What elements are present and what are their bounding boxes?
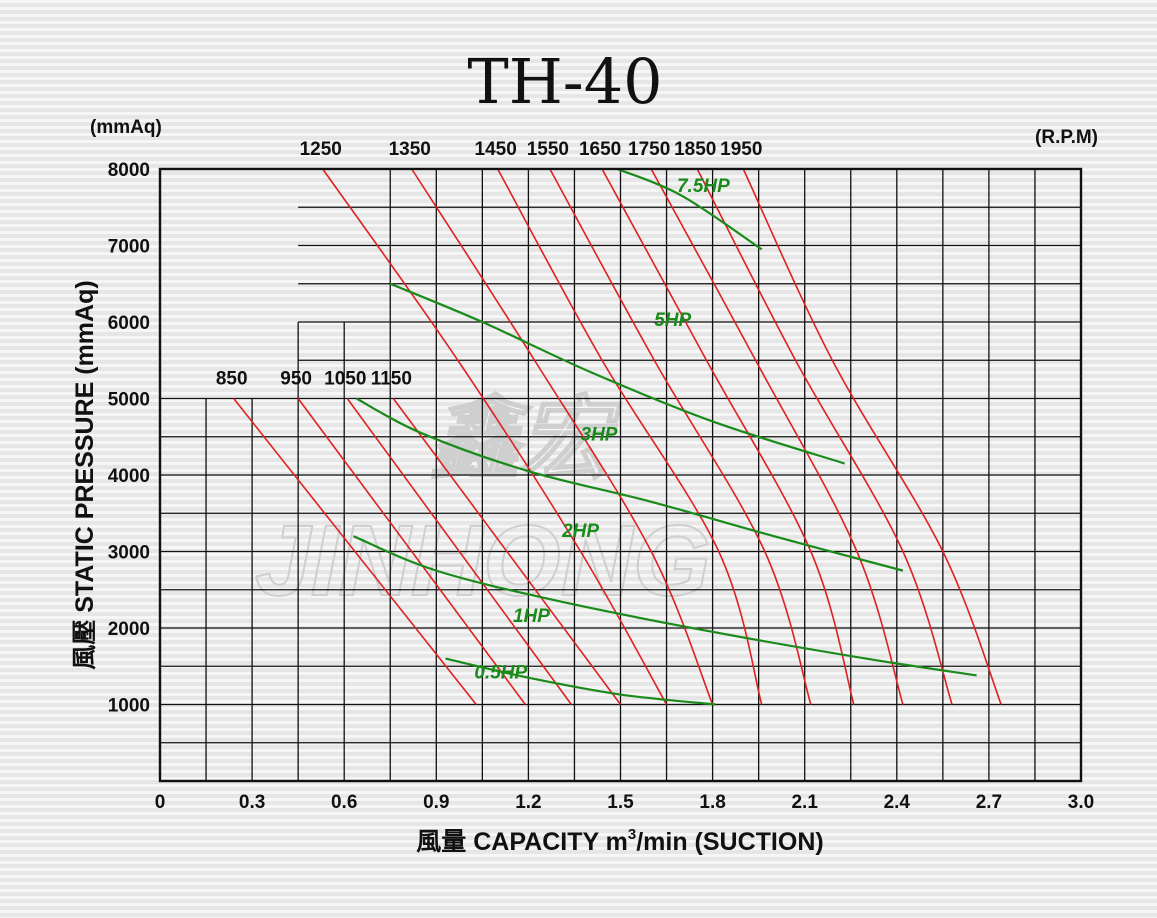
rpm-curve-1050 bbox=[346, 398, 573, 705]
rpm-curve-850 bbox=[233, 398, 477, 705]
rpm-label-1750: 1750 bbox=[628, 139, 670, 160]
x-tick-label: 0.3 bbox=[239, 792, 265, 813]
rpm-label-1250: 1250 bbox=[300, 139, 342, 160]
x-tick-label: 1.2 bbox=[515, 792, 541, 813]
x-tick-label: 0 bbox=[155, 792, 166, 813]
x-tick-label: 2.1 bbox=[791, 792, 818, 813]
rpm-label-850: 850 bbox=[216, 369, 248, 390]
y-tick-label: 7000 bbox=[108, 237, 150, 258]
rpm-label-1050: 1050 bbox=[324, 369, 366, 390]
x-tick-label: 0.9 bbox=[423, 792, 449, 813]
rpm-label-1950: 1950 bbox=[720, 139, 762, 160]
rpm-curve-950 bbox=[297, 398, 526, 705]
rpm-labels: 850 950 1050 1150 1250 1350 1450 1550 1650 1750 18… bbox=[216, 139, 763, 390]
rpm-label-1850: 1850 bbox=[674, 139, 716, 160]
hp-label-5HP: 5HP bbox=[654, 310, 691, 331]
rpm-label-1450: 1450 bbox=[475, 139, 517, 160]
y-tick-label: 8000 bbox=[108, 160, 150, 181]
hp-label-0_5HP: 0.5HP bbox=[474, 662, 527, 683]
hp-label-3HP: 3HP bbox=[581, 425, 618, 446]
hp-curve-1HP bbox=[445, 657, 716, 706]
rpm-curve-1350 bbox=[411, 168, 714, 705]
rpm-label-1550: 1550 bbox=[527, 139, 569, 160]
y-tick-label: 6000 bbox=[108, 313, 150, 334]
hp-curves bbox=[352, 167, 977, 706]
rpm-curve-1150 bbox=[392, 398, 622, 705]
rpm-curve-1650 bbox=[601, 168, 855, 705]
plot-frame bbox=[158, 167, 1083, 783]
hp-label-2HP: 2HP bbox=[561, 521, 599, 542]
hp-curve-5HP bbox=[389, 282, 845, 465]
y-unit-label: (mmAq) bbox=[90, 117, 162, 138]
x-axis-label: 風量 CAPACITY m3/min (SUCTION) bbox=[416, 826, 823, 856]
y-tick-label: 2000 bbox=[108, 619, 150, 640]
x-tick-label: 2.7 bbox=[976, 792, 1002, 813]
x-tick-label: 3.0 bbox=[1068, 792, 1094, 813]
rpm-curve-1850 bbox=[696, 168, 953, 705]
grid bbox=[160, 169, 1081, 781]
hp-curve-3HP bbox=[355, 397, 904, 572]
x-axis-label-prefix: 風量 CAPACITY m bbox=[416, 828, 628, 856]
rpm-label-1650: 1650 bbox=[579, 139, 621, 160]
hp-label-7_5HP: 7.5HP bbox=[677, 176, 730, 197]
y-tick-labels: 1000 2000 3000 4000 5000 6000 7000 8000 bbox=[108, 160, 150, 717]
hp-curve-2HP bbox=[352, 535, 977, 677]
rpm-curve-1750 bbox=[650, 168, 904, 705]
rpm-label-950: 950 bbox=[280, 369, 312, 390]
chart-title: TH-40 bbox=[467, 45, 662, 118]
hp-label-1HP: 1HP bbox=[513, 606, 550, 627]
x-axis-label-suffix: /min (SUCTION) bbox=[636, 828, 824, 856]
x-tick-label: 1.8 bbox=[699, 792, 725, 813]
rpm-curves bbox=[233, 168, 1002, 705]
x-tick-label: 1.5 bbox=[607, 792, 634, 813]
y-tick-label: 1000 bbox=[108, 696, 150, 717]
rpm-curve-1950 bbox=[742, 168, 1002, 705]
rpm-curve-1450 bbox=[496, 168, 763, 705]
x-tick-labels: 0 0.3 0.6 0.9 1.2 1.5 1.8 2.1 2.4 2.7 3.0 bbox=[155, 792, 1095, 813]
hp-curve-7_5HP bbox=[617, 167, 763, 251]
rpm-unit-label: (R.P.M) bbox=[1035, 127, 1098, 148]
rpm-curve-1250 bbox=[322, 168, 668, 705]
x-tick-label: 0.6 bbox=[331, 792, 357, 813]
hp-labels: 7.5HP 5HP 3HP 2HP 1HP 0.5HP bbox=[474, 176, 730, 684]
y-tick-label: 3000 bbox=[108, 543, 150, 564]
x-tick-label: 2.4 bbox=[884, 792, 911, 813]
y-tick-label: 5000 bbox=[108, 390, 150, 411]
watermark-cjk: 鑫宏 bbox=[430, 390, 622, 490]
y-tick-label: 4000 bbox=[108, 466, 150, 487]
rpm-label-1150: 1150 bbox=[371, 369, 412, 390]
x-axis-label-superscript: 3 bbox=[628, 826, 636, 843]
rpm-label-1350: 1350 bbox=[389, 139, 431, 160]
y-axis-label: 風壓 STATIC PRESSURE (mmAq) bbox=[71, 280, 99, 669]
rpm-curve-1550 bbox=[549, 168, 812, 705]
